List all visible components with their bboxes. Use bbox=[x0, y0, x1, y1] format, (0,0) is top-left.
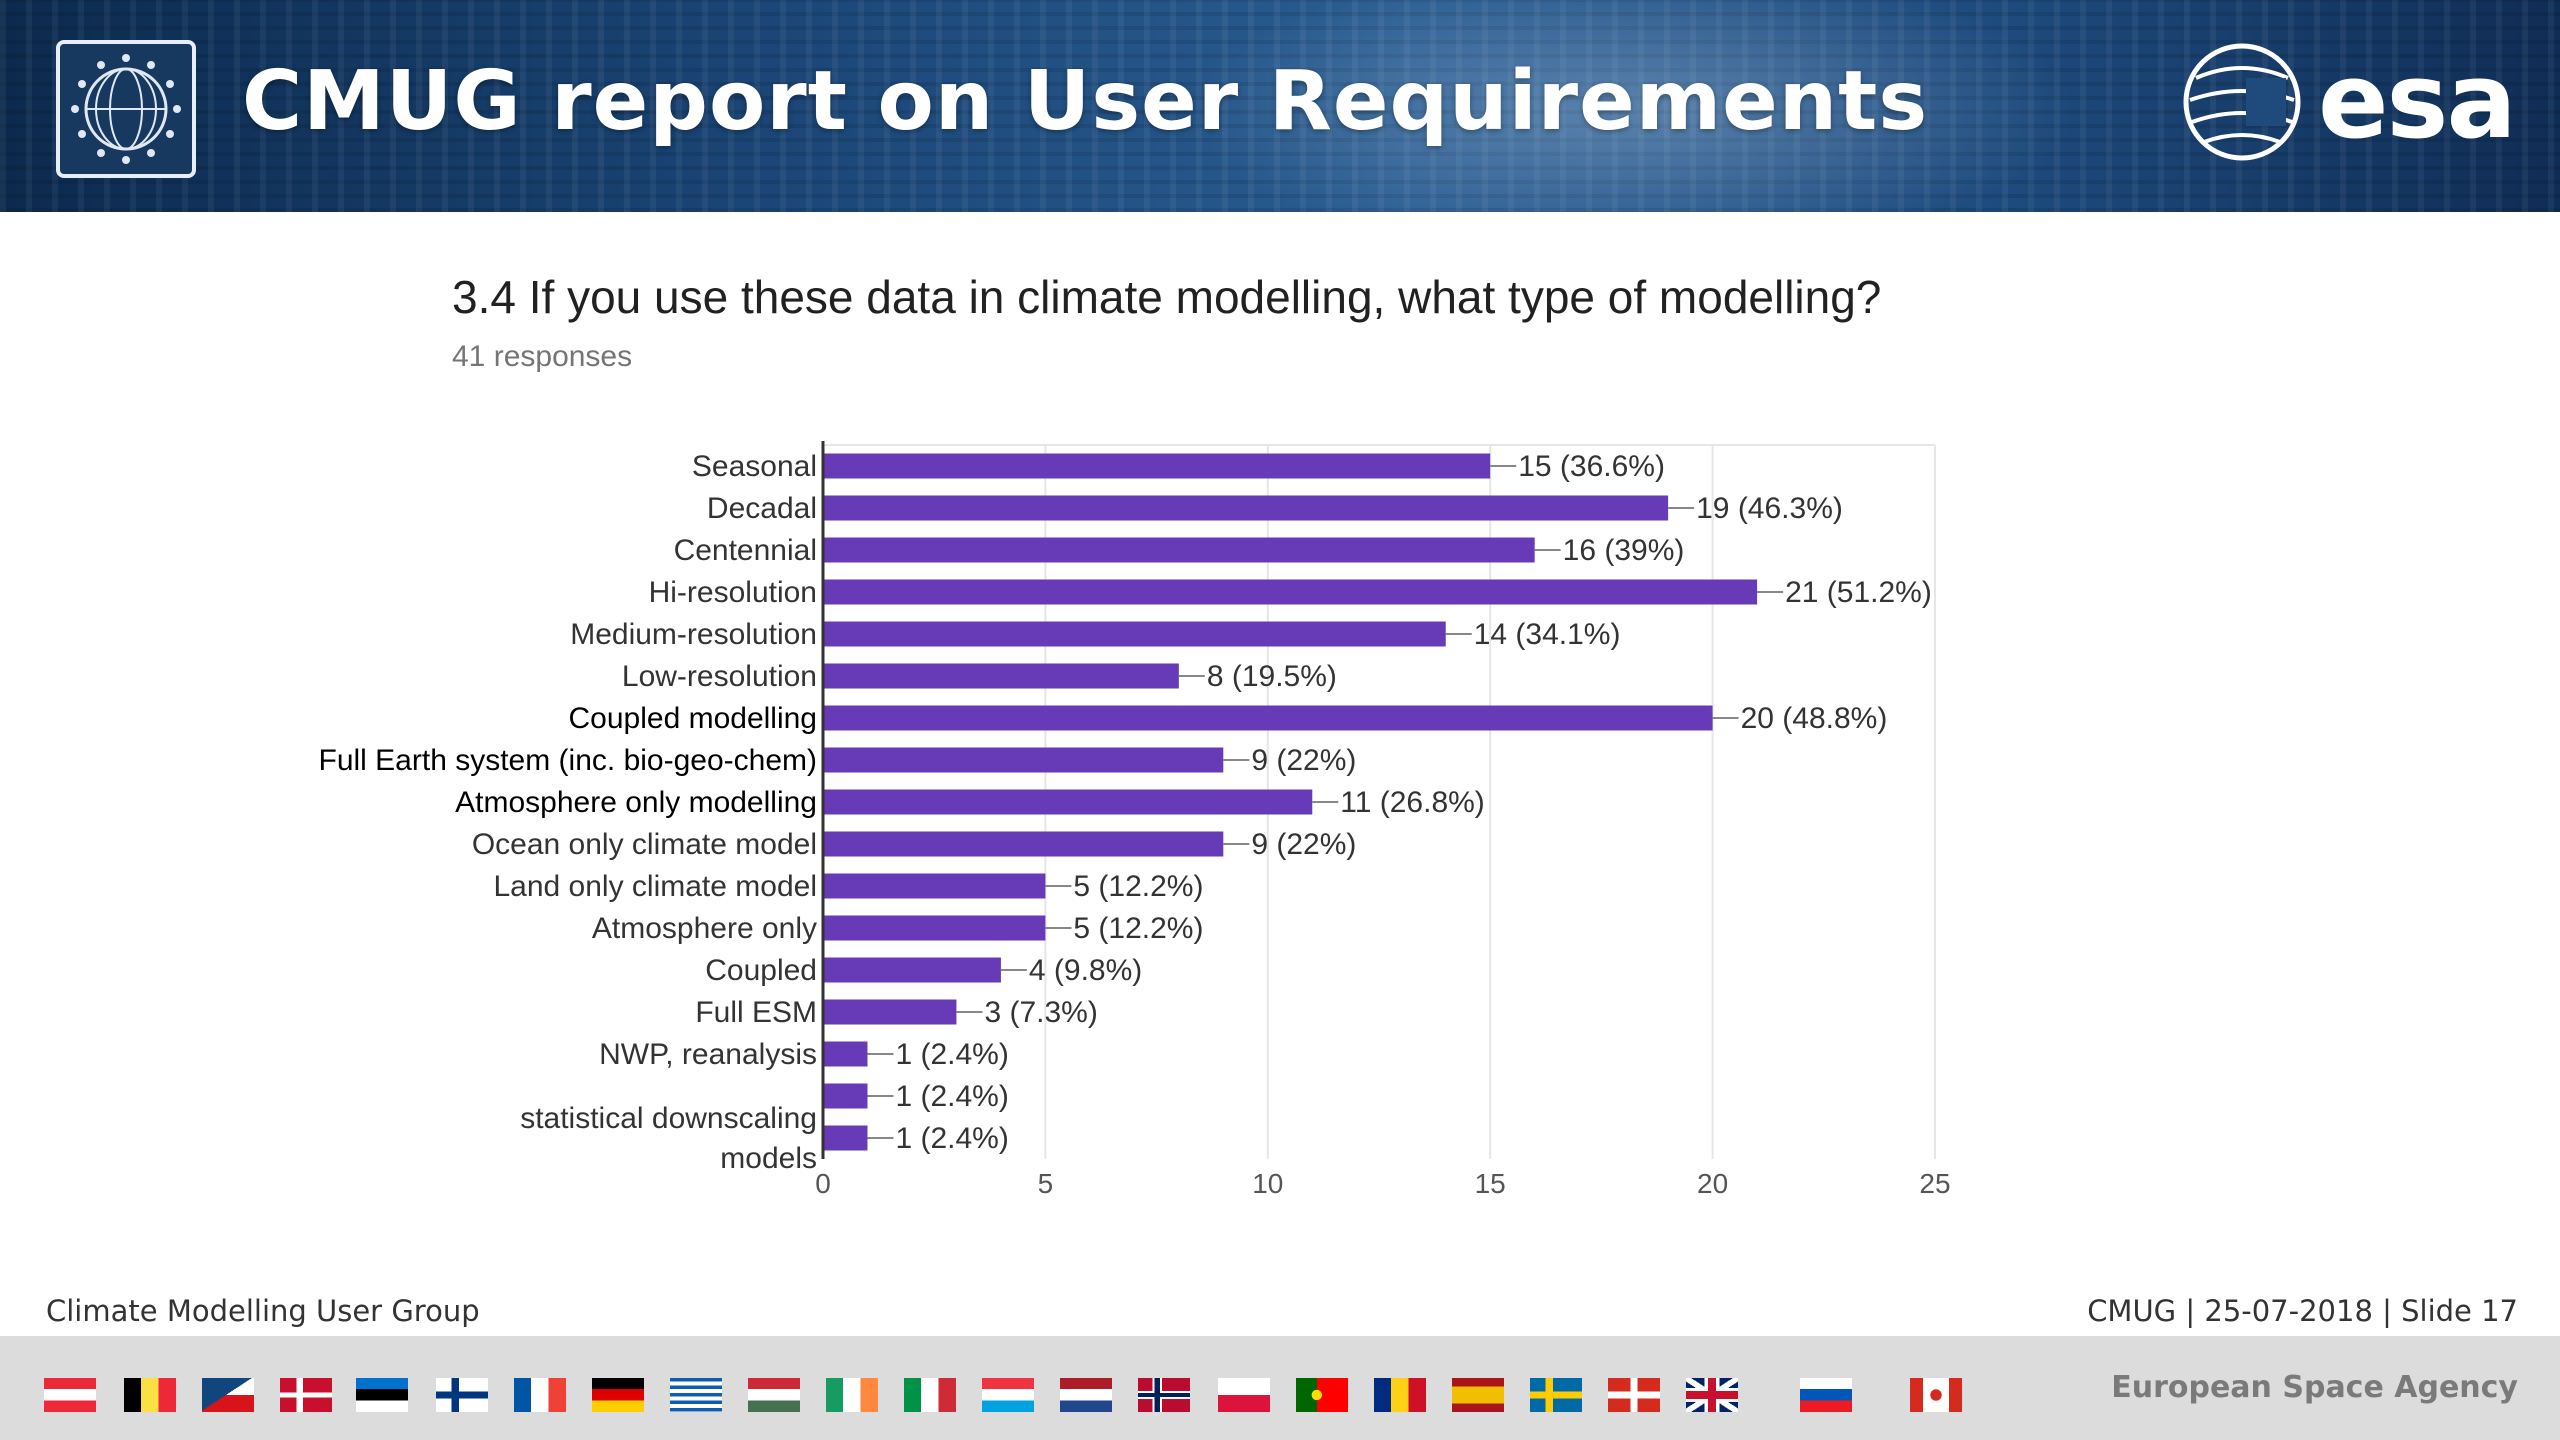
x-tick-label: 25 bbox=[1919, 1168, 1950, 1199]
agency-name: European Space Agency bbox=[2111, 1370, 2518, 1405]
denmark-flag-icon bbox=[280, 1378, 332, 1412]
category-label: Low-resolution bbox=[622, 660, 817, 693]
category-label: Atmosphere only bbox=[592, 912, 817, 945]
x-tick-label: 0 bbox=[815, 1168, 831, 1199]
response-count: 41 responses bbox=[452, 340, 633, 373]
bar bbox=[823, 663, 1179, 689]
bar bbox=[823, 957, 1001, 983]
category-label: Seasonal bbox=[692, 450, 817, 483]
category-label: models bbox=[720, 1142, 817, 1175]
value-label: 21 (51.2%) bbox=[1785, 576, 1932, 609]
bar bbox=[823, 579, 1758, 605]
value-label: 19 (46.3%) bbox=[1696, 492, 1843, 525]
value-label: 16 (39%) bbox=[1563, 534, 1685, 567]
italy-flag-icon bbox=[904, 1378, 956, 1412]
esa-wordmark: esa bbox=[2318, 40, 2517, 162]
category-label: Medium-resolution bbox=[570, 618, 817, 651]
bar bbox=[823, 621, 1446, 647]
value-label: 1 (2.4%) bbox=[895, 1080, 1008, 1113]
germany-flag-icon bbox=[592, 1378, 644, 1412]
france-flag-icon bbox=[514, 1378, 566, 1412]
category-label: Decadal bbox=[707, 492, 817, 525]
value-label: 9 (22%) bbox=[1251, 744, 1356, 777]
sweden-flag-icon bbox=[1530, 1378, 1582, 1412]
hungary-flag-icon bbox=[748, 1378, 800, 1412]
canada-flag-icon bbox=[1910, 1378, 1962, 1412]
category-label: Ocean only climate model bbox=[472, 828, 817, 861]
poland-flag-icon bbox=[1218, 1378, 1270, 1412]
uk-flag-icon bbox=[1686, 1378, 1738, 1412]
value-label: 1 (2.4%) bbox=[895, 1038, 1008, 1071]
category-label: Land only climate model bbox=[493, 870, 817, 903]
value-label: 8 (19.5%) bbox=[1207, 660, 1337, 693]
netherlands-flag-icon bbox=[1060, 1378, 1112, 1412]
slide-title: CMUG report on User Requirements bbox=[242, 54, 1929, 149]
x-tick-label: 20 bbox=[1697, 1168, 1728, 1199]
estonia-flag-icon bbox=[356, 1378, 408, 1412]
bar bbox=[823, 873, 1046, 899]
esa-globe-icon bbox=[2183, 43, 2301, 161]
x-tick-label: 5 bbox=[1038, 1168, 1054, 1199]
bar bbox=[823, 1125, 868, 1151]
value-label: 5 (12.2%) bbox=[1073, 912, 1203, 945]
banner-background bbox=[0, 0, 2560, 212]
bar bbox=[823, 705, 1713, 731]
category-label: Full Earth system (inc. bio-geo-chem) bbox=[319, 744, 818, 777]
bar-chart: 0 5 10 15 20 25 15 (36.6%) Seasonal 19 (46.3%) De… bbox=[319, 441, 1951, 1199]
value-label: 3 (7.3%) bbox=[984, 996, 1097, 1029]
bar bbox=[823, 915, 1046, 941]
category-label: Hi-resolution bbox=[649, 576, 817, 609]
category-label: Coupled modelling bbox=[569, 702, 818, 735]
question-title: 3.4 If you use these data in climate mod… bbox=[452, 271, 1882, 323]
header-banner: CMUG report on User Requirements esa bbox=[0, 0, 2560, 212]
value-label: 1 (2.4%) bbox=[895, 1122, 1008, 1155]
category-label: Coupled bbox=[705, 954, 817, 987]
greece-flag-icon bbox=[670, 1378, 722, 1412]
footer-slide-info: CMUG | 25-07-2018 | Slide 17 bbox=[2087, 1294, 2518, 1328]
ireland-flag-icon bbox=[826, 1378, 878, 1412]
finland-flag-icon bbox=[436, 1378, 488, 1412]
bar bbox=[823, 831, 1224, 857]
value-label: 14 (34.1%) bbox=[1474, 618, 1621, 651]
luxembourg-flag-icon bbox=[982, 1378, 1034, 1412]
category-label: Centennial bbox=[674, 534, 817, 567]
switzerland-flag-icon bbox=[1608, 1378, 1660, 1412]
norway-flag-icon bbox=[1138, 1378, 1190, 1412]
spain-flag-icon bbox=[1452, 1378, 1504, 1412]
value-label: 15 (36.6%) bbox=[1518, 450, 1665, 483]
value-label: 11 (26.8%) bbox=[1340, 786, 1485, 819]
slovenia-flag-icon bbox=[1800, 1378, 1852, 1412]
category-label: Full ESM bbox=[695, 996, 817, 1029]
portugal-flag-icon bbox=[1296, 1378, 1348, 1412]
member-flags-bar: European Space Agency bbox=[0, 1336, 2560, 1440]
bar bbox=[823, 747, 1224, 773]
category-label: Atmosphere only modelling bbox=[455, 786, 817, 819]
austria-flag-icon bbox=[44, 1378, 96, 1412]
bar bbox=[823, 495, 1669, 521]
romania-flag-icon bbox=[1374, 1378, 1426, 1412]
value-label: 4 (9.8%) bbox=[1029, 954, 1142, 987]
x-tick-label: 15 bbox=[1475, 1168, 1506, 1199]
bar bbox=[823, 999, 957, 1025]
bar bbox=[823, 1041, 868, 1067]
category-label: NWP, reanalysis bbox=[599, 1038, 817, 1071]
bar bbox=[823, 789, 1313, 815]
footer-group-name: Climate Modelling User Group bbox=[46, 1294, 480, 1328]
bar bbox=[823, 453, 1491, 479]
esa-logo: esa bbox=[2176, 38, 2526, 168]
belgium-flag-icon bbox=[124, 1378, 176, 1412]
value-label: 20 (48.8%) bbox=[1741, 702, 1888, 735]
cmug-logo-icon bbox=[56, 40, 196, 178]
banner-highlight bbox=[1180, 0, 2080, 212]
bar bbox=[823, 1083, 868, 1109]
category-label: statistical downscaling bbox=[520, 1102, 817, 1135]
value-label: 5 (12.2%) bbox=[1073, 870, 1203, 903]
czech-flag-icon bbox=[202, 1378, 254, 1412]
value-label: 9 (22%) bbox=[1251, 828, 1356, 861]
x-tick-label: 10 bbox=[1252, 1168, 1283, 1199]
bar bbox=[823, 537, 1535, 563]
